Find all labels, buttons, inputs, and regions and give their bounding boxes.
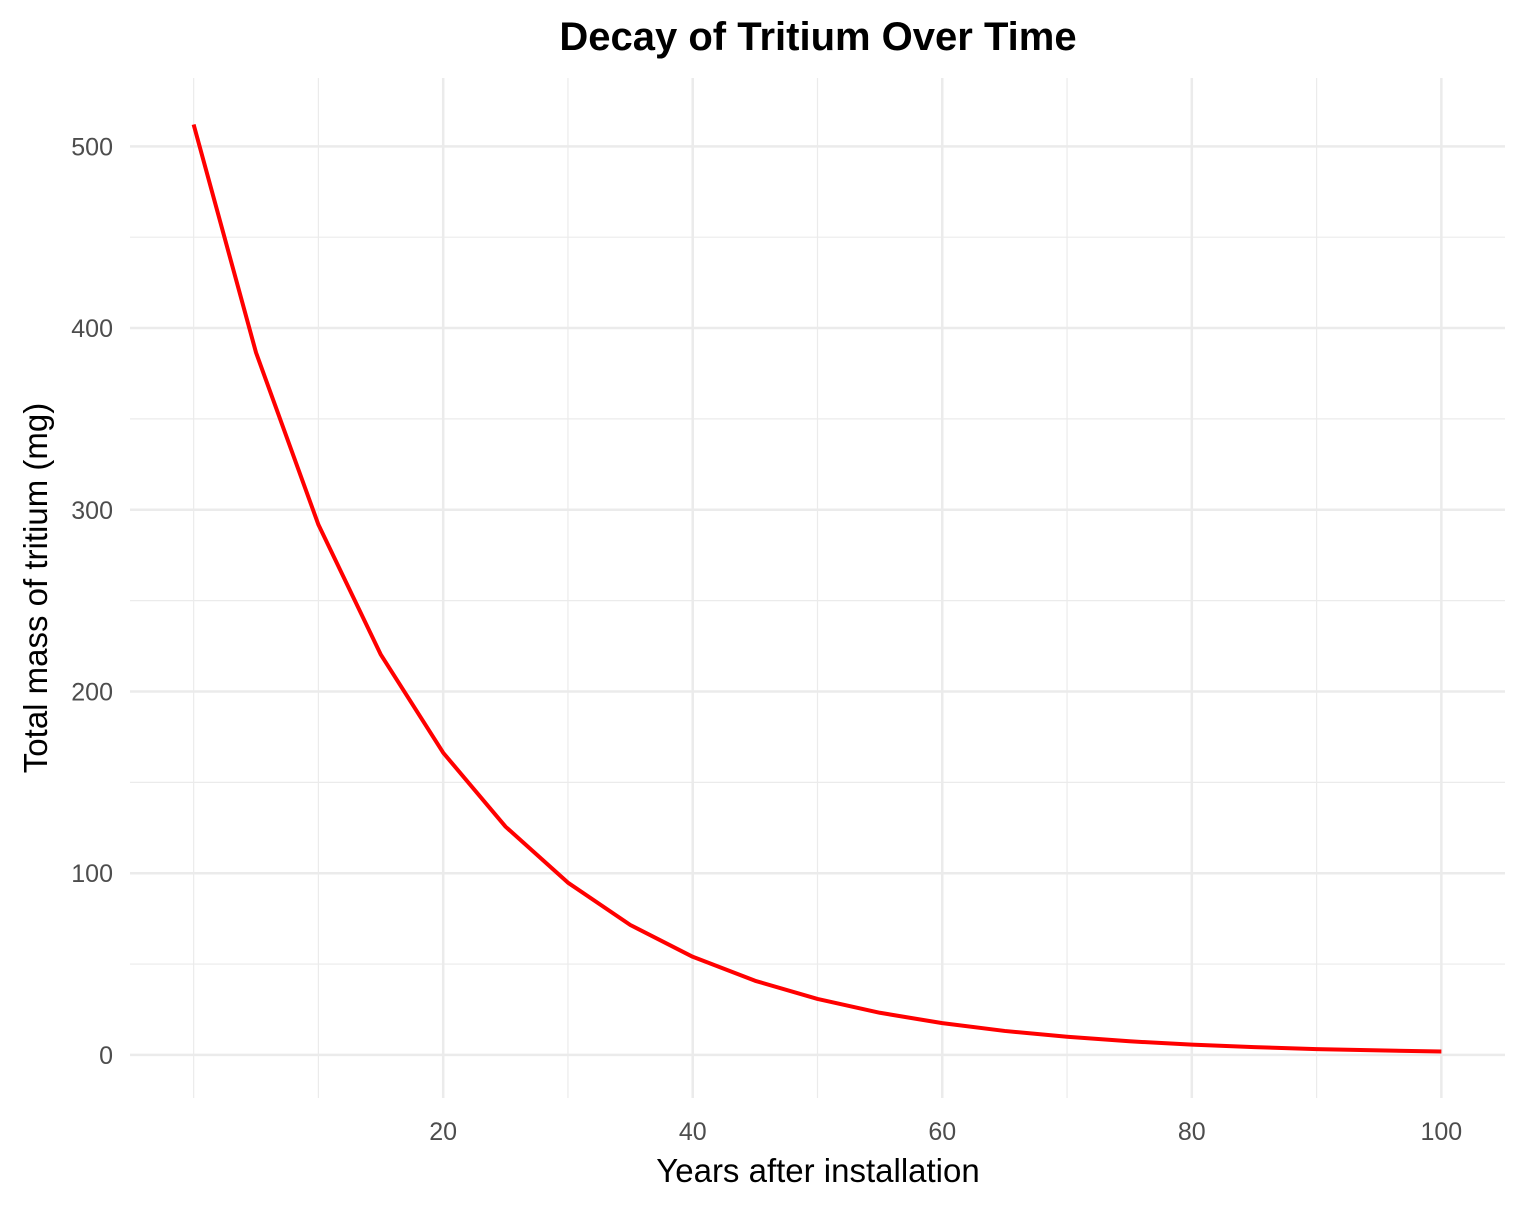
- x-tick-label: 40: [679, 1118, 707, 1146]
- y-tick-label: 500: [71, 133, 113, 161]
- y-tick-label: 0: [99, 1042, 113, 1070]
- x-axis-title: Years after installation: [656, 1152, 979, 1189]
- y-tick-label: 300: [71, 497, 113, 525]
- y-tick-label: 400: [71, 315, 113, 343]
- grid: [130, 78, 1505, 1098]
- x-tick-label: 60: [928, 1118, 956, 1146]
- y-axis-title: Total mass of tritium (mg): [17, 403, 54, 773]
- y-tick-label: 200: [71, 678, 113, 706]
- x-tick-label: 20: [429, 1118, 457, 1146]
- chart-title: Decay of Tritium Over Time: [559, 15, 1076, 59]
- line-series: [191, 123, 1442, 1054]
- x-tick-label: 80: [1178, 1118, 1206, 1146]
- y-tick-label: 100: [71, 860, 113, 888]
- x-tick-label: 100: [1421, 1118, 1463, 1146]
- plot-area: [191, 123, 1442, 1054]
